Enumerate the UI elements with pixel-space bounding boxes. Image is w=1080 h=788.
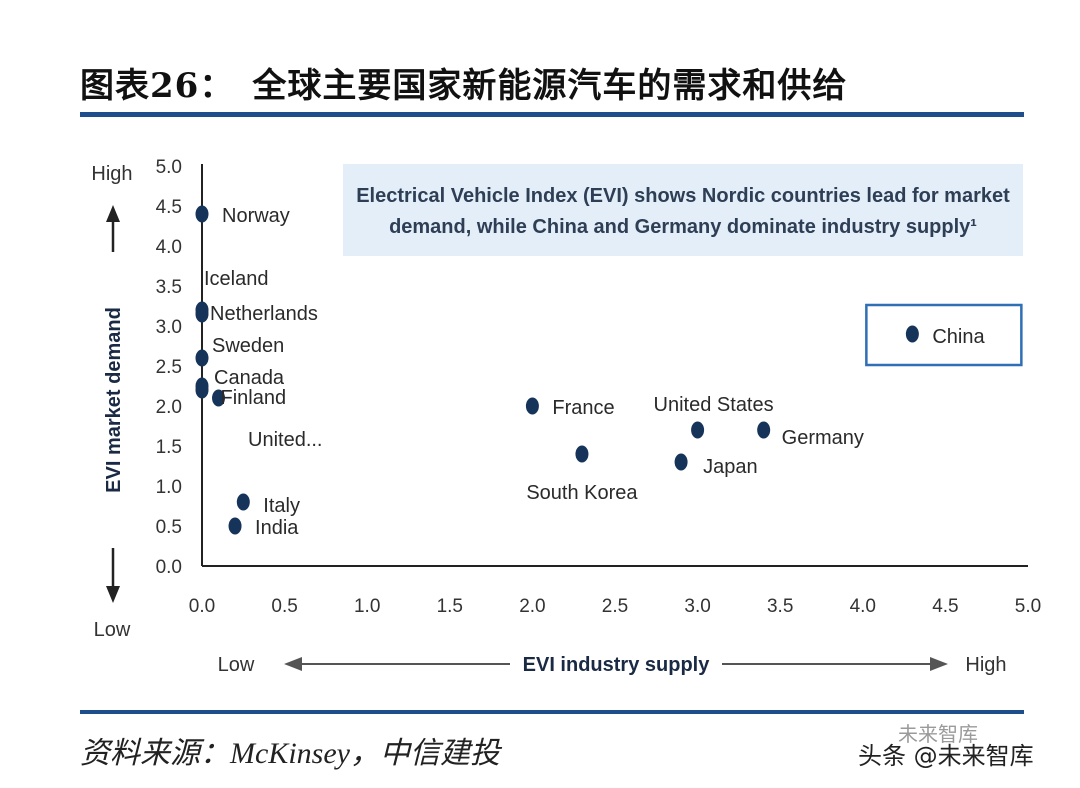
- y-tick-label: 3.5: [156, 277, 182, 298]
- y-tick-label: 4.5: [156, 197, 182, 218]
- data-point: [236, 493, 250, 511]
- y-arrow-up-head: [106, 205, 120, 222]
- y-low-label: Low: [94, 619, 131, 641]
- y-tick-label: 2.0: [156, 397, 182, 418]
- y-tick-label: 1.5: [156, 437, 182, 458]
- data-point: [525, 397, 539, 415]
- x-tick-label: 0.0: [189, 596, 215, 617]
- point-label: Germany: [782, 427, 864, 449]
- watermark-faint: 未来智库: [898, 722, 978, 746]
- x-tick-label: 5.0: [1015, 596, 1041, 617]
- data-point: [757, 421, 771, 439]
- x-tick-label: 2.0: [519, 596, 545, 617]
- y-tick-label: 1.0: [156, 477, 182, 498]
- annotation-line-1: Electrical Vehicle Index (EVI) shows Nor…: [356, 185, 1010, 207]
- point-label: France: [552, 397, 614, 419]
- x-arrow-left-head: [284, 657, 302, 671]
- y-tick-label: 5.0: [156, 157, 182, 178]
- data-point: [212, 389, 226, 407]
- y-tick-label: 4.0: [156, 237, 182, 258]
- point-label: Sweden: [212, 335, 284, 357]
- point-label: Norway: [222, 205, 290, 227]
- point-label: China: [932, 326, 985, 348]
- x-tick-label: 1.5: [437, 596, 463, 617]
- data-point: [228, 517, 242, 535]
- x-tick-label: 4.0: [850, 596, 876, 617]
- page-title: 图表26： 全球主要国家新能源汽车的需求和供给: [80, 66, 848, 106]
- point-label: Japan: [703, 456, 758, 478]
- point-label: Netherlands: [210, 303, 318, 325]
- point-label: Iceland: [204, 268, 269, 290]
- point-label: Italy: [263, 495, 300, 517]
- y-axis-title: EVI market demand: [103, 307, 125, 493]
- x-arrow-right-head: [930, 657, 948, 671]
- point-label: South Korea: [526, 482, 638, 504]
- footer-divider: [80, 710, 1024, 714]
- data-point: [195, 349, 209, 367]
- y-tick-label: 0.0: [156, 557, 182, 578]
- data-point: [195, 381, 209, 399]
- point-label: Finland: [221, 387, 287, 409]
- data-point: [195, 305, 209, 323]
- annotation-box: [343, 164, 1023, 256]
- x-tick-label: 1.0: [354, 596, 380, 617]
- point-label: United States: [654, 394, 774, 416]
- data-point: [195, 205, 209, 223]
- watermark: 头条 @未来智库: [858, 742, 1034, 770]
- x-tick-label: 4.5: [932, 596, 958, 617]
- data-point: [905, 325, 919, 343]
- point-label: United...: [248, 429, 322, 451]
- x-tick-label: 3.0: [684, 596, 710, 617]
- x-tick-label: 0.5: [271, 596, 297, 617]
- point-label: Canada: [214, 367, 285, 389]
- data-point: [674, 453, 688, 471]
- y-tick-label: 3.0: [156, 317, 182, 338]
- highlight-box: [865, 303, 1023, 367]
- point-label: India: [255, 517, 299, 539]
- y-high-label: High: [91, 163, 132, 185]
- source-note: 资料来源：McKinsey，中信建投: [80, 737, 500, 770]
- title-divider: [80, 112, 1024, 117]
- x-axis-title: EVI industry supply: [523, 654, 711, 676]
- y-tick-label: 2.5: [156, 357, 182, 378]
- y-tick-label: 0.5: [156, 517, 182, 538]
- x-tick-label: 3.5: [767, 596, 793, 617]
- annotation-line-2: demand, while China and Germany dominate…: [389, 216, 977, 238]
- y-arrow-down-head: [106, 586, 120, 603]
- data-point: [691, 421, 705, 439]
- x-high-label: High: [965, 654, 1006, 676]
- x-tick-label: 2.5: [602, 596, 628, 617]
- x-low-label: Low: [218, 654, 255, 676]
- data-point: [575, 445, 589, 463]
